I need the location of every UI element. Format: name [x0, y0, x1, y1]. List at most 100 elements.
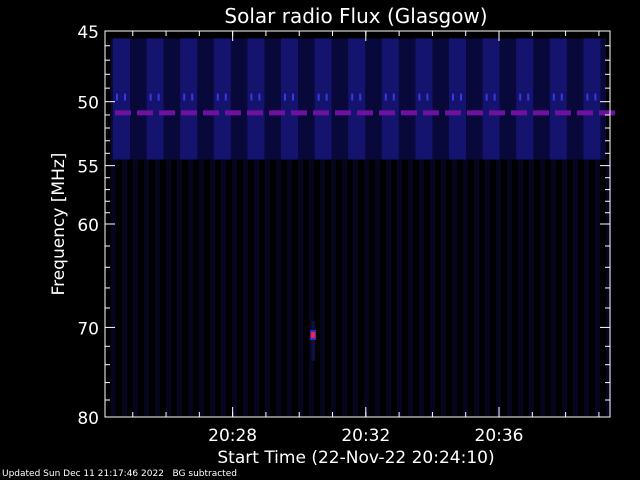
noise-stripe	[507, 159, 512, 417]
y-tick-label: 70	[77, 319, 99, 339]
noise-band-column	[146, 38, 164, 160]
band-spike	[493, 93, 496, 101]
interference-segment	[379, 110, 395, 116]
noise-stripe	[408, 159, 413, 417]
noise-band-column	[247, 38, 265, 160]
noise-band-column	[415, 38, 433, 160]
band-spike	[258, 93, 261, 101]
band-spike	[284, 93, 286, 101]
noise-band-column	[583, 38, 601, 160]
noise-stripe	[122, 159, 127, 417]
y-tick-label: 50	[77, 94, 99, 114]
burst-core	[311, 332, 316, 339]
noise-stripe	[375, 159, 380, 417]
plot-area	[111, 38, 615, 417]
noise-band-column	[516, 38, 534, 160]
noise-stripe	[452, 159, 457, 417]
noise-stripe	[397, 159, 402, 417]
noise-band-column	[314, 38, 332, 160]
interference-segment	[269, 110, 285, 116]
noise-band-column	[549, 38, 567, 160]
noise-stripe	[540, 159, 545, 417]
axes: 45 50 55 60 70 80 20:28 20:32 20:36	[77, 23, 611, 446]
noise-stripe	[188, 159, 193, 417]
noise-stripe	[386, 159, 391, 417]
band-spike	[216, 93, 219, 101]
band-spike	[116, 93, 118, 101]
interference-segment	[115, 110, 131, 116]
band-spike	[527, 93, 530, 101]
noise-stripe	[496, 159, 501, 417]
y-tick-label: 60	[77, 216, 99, 236]
x-tick-label: 20:36	[475, 426, 524, 446]
noise-stripe	[265, 159, 270, 417]
noise-stripe	[562, 159, 567, 417]
noise-band-column	[348, 38, 366, 160]
band-spike	[519, 93, 522, 101]
interference-segment	[511, 110, 527, 116]
noise-stripe	[254, 159, 259, 417]
noise-stripe	[518, 159, 523, 417]
noise-stripe	[419, 159, 424, 417]
noise-band-column	[449, 38, 466, 160]
interference-segment	[225, 110, 241, 116]
band-spike	[359, 93, 362, 101]
noise-band-column	[213, 38, 231, 160]
y-tick-label: 80	[77, 409, 99, 429]
noise-stripe	[298, 159, 303, 417]
interference-segment	[203, 110, 219, 116]
noise-stripe	[584, 159, 589, 417]
band-spike	[460, 93, 462, 101]
noise-stripe	[485, 159, 490, 417]
interference-segment	[423, 110, 439, 116]
x-tick-label: 20:28	[208, 426, 257, 446]
band-spike	[351, 93, 354, 101]
noise-stripe	[463, 159, 468, 417]
interference-segment	[313, 110, 329, 116]
band-spike	[124, 93, 126, 101]
interference-segment	[291, 110, 307, 116]
noise-band-column	[113, 38, 130, 160]
noise-stripe	[144, 159, 149, 417]
interference-segment	[335, 110, 351, 116]
noise-stripe	[573, 159, 578, 417]
band-spike	[224, 93, 227, 101]
band-spike	[560, 93, 563, 101]
band-spike	[325, 93, 328, 101]
interference-segment	[533, 110, 549, 116]
interference-segment	[401, 110, 417, 116]
updated-timestamp: Updated Sun Dec 11 21:17:46 2022	[2, 469, 164, 479]
interference-segment	[599, 110, 615, 116]
noise-stripe	[353, 159, 358, 417]
noise-stripe	[111, 159, 116, 417]
noise-stripe	[276, 159, 281, 417]
interference-segment	[247, 110, 263, 116]
noise-stripe	[364, 159, 369, 417]
band-spike	[586, 93, 589, 101]
interference-segment	[137, 110, 153, 116]
y-tick-label: 55	[77, 158, 99, 178]
interference-segment	[467, 110, 483, 116]
band-spike	[426, 93, 429, 101]
noise-stripe	[243, 159, 248, 417]
interference-segment	[489, 110, 505, 116]
band-spike	[384, 93, 387, 101]
band-spike	[317, 93, 320, 101]
noise-stripe	[210, 159, 215, 417]
interference-segment	[555, 110, 571, 116]
interference-segment	[577, 110, 593, 116]
band-spike	[157, 93, 160, 101]
noise-stripe	[133, 159, 138, 417]
y-axis-label: Frequency [MHz]	[49, 153, 69, 296]
noise-stripe	[232, 159, 237, 417]
band-spike	[452, 93, 454, 101]
x-tick-label: 20:32	[341, 426, 390, 446]
x-axis-label: Start Time (22-Nov-22 20:24:10)	[217, 448, 494, 468]
noise-stripe	[342, 159, 347, 417]
footer: Updated Sun Dec 11 21:17:46 2022 BG subt…	[2, 469, 237, 479]
y-tick-label: 45	[77, 23, 99, 43]
noise-stripe	[309, 159, 314, 417]
band-spike	[149, 93, 152, 101]
noise-stripe	[155, 159, 160, 417]
